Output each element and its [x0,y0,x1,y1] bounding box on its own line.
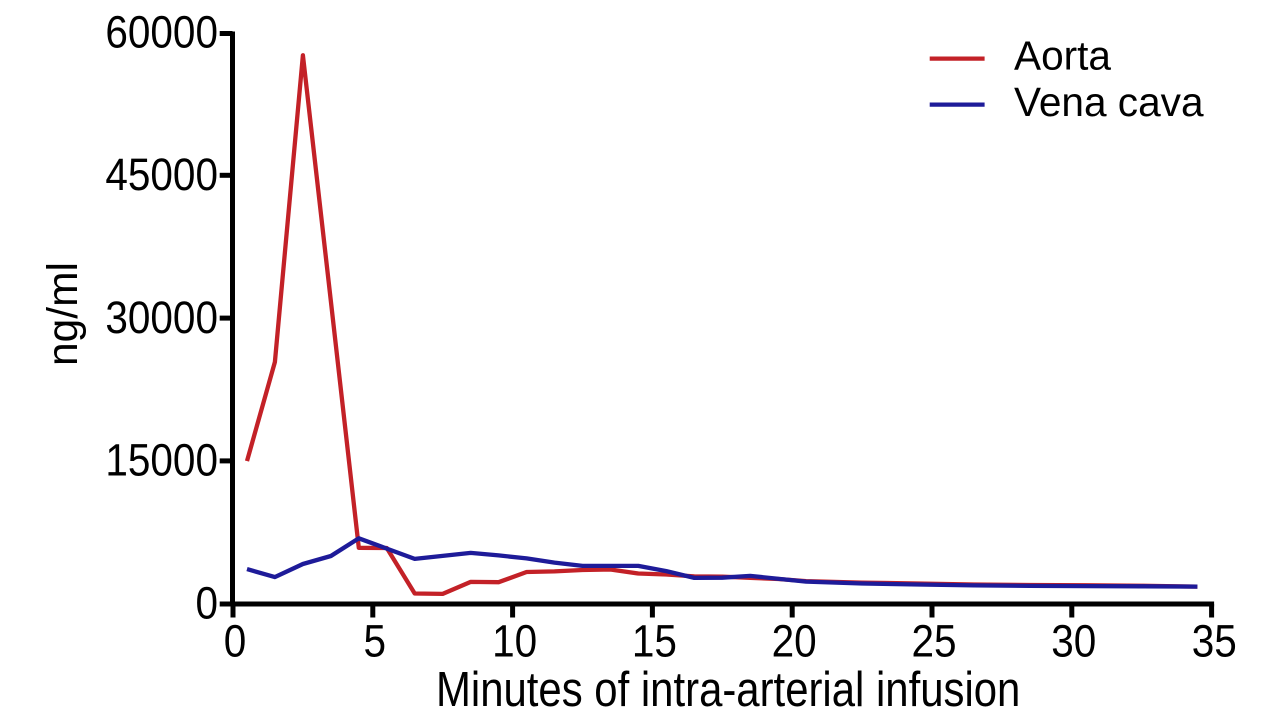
svg-text:45000: 45000 [105,150,218,200]
svg-text:60000: 60000 [105,7,218,57]
svg-text:Aorta: Aorta [1014,33,1111,79]
svg-text:25: 25 [911,617,956,667]
svg-text:15: 15 [632,617,677,667]
svg-text:30000: 30000 [105,293,218,343]
svg-text:Minutes of intra-arterial infu: Minutes of intra-arterial infusion [436,662,1020,717]
svg-text:0: 0 [195,579,218,629]
svg-text:30: 30 [1051,617,1096,667]
svg-text:10: 10 [492,617,537,667]
svg-text:5: 5 [363,617,386,667]
svg-text:Vena cava: Vena cava [1014,79,1204,125]
svg-text:ng/ml: ng/ml [40,262,87,366]
svg-text:35: 35 [1192,617,1237,667]
svg-text:0: 0 [224,617,247,667]
svg-text:20: 20 [772,617,817,667]
svg-text:15000: 15000 [105,436,218,486]
